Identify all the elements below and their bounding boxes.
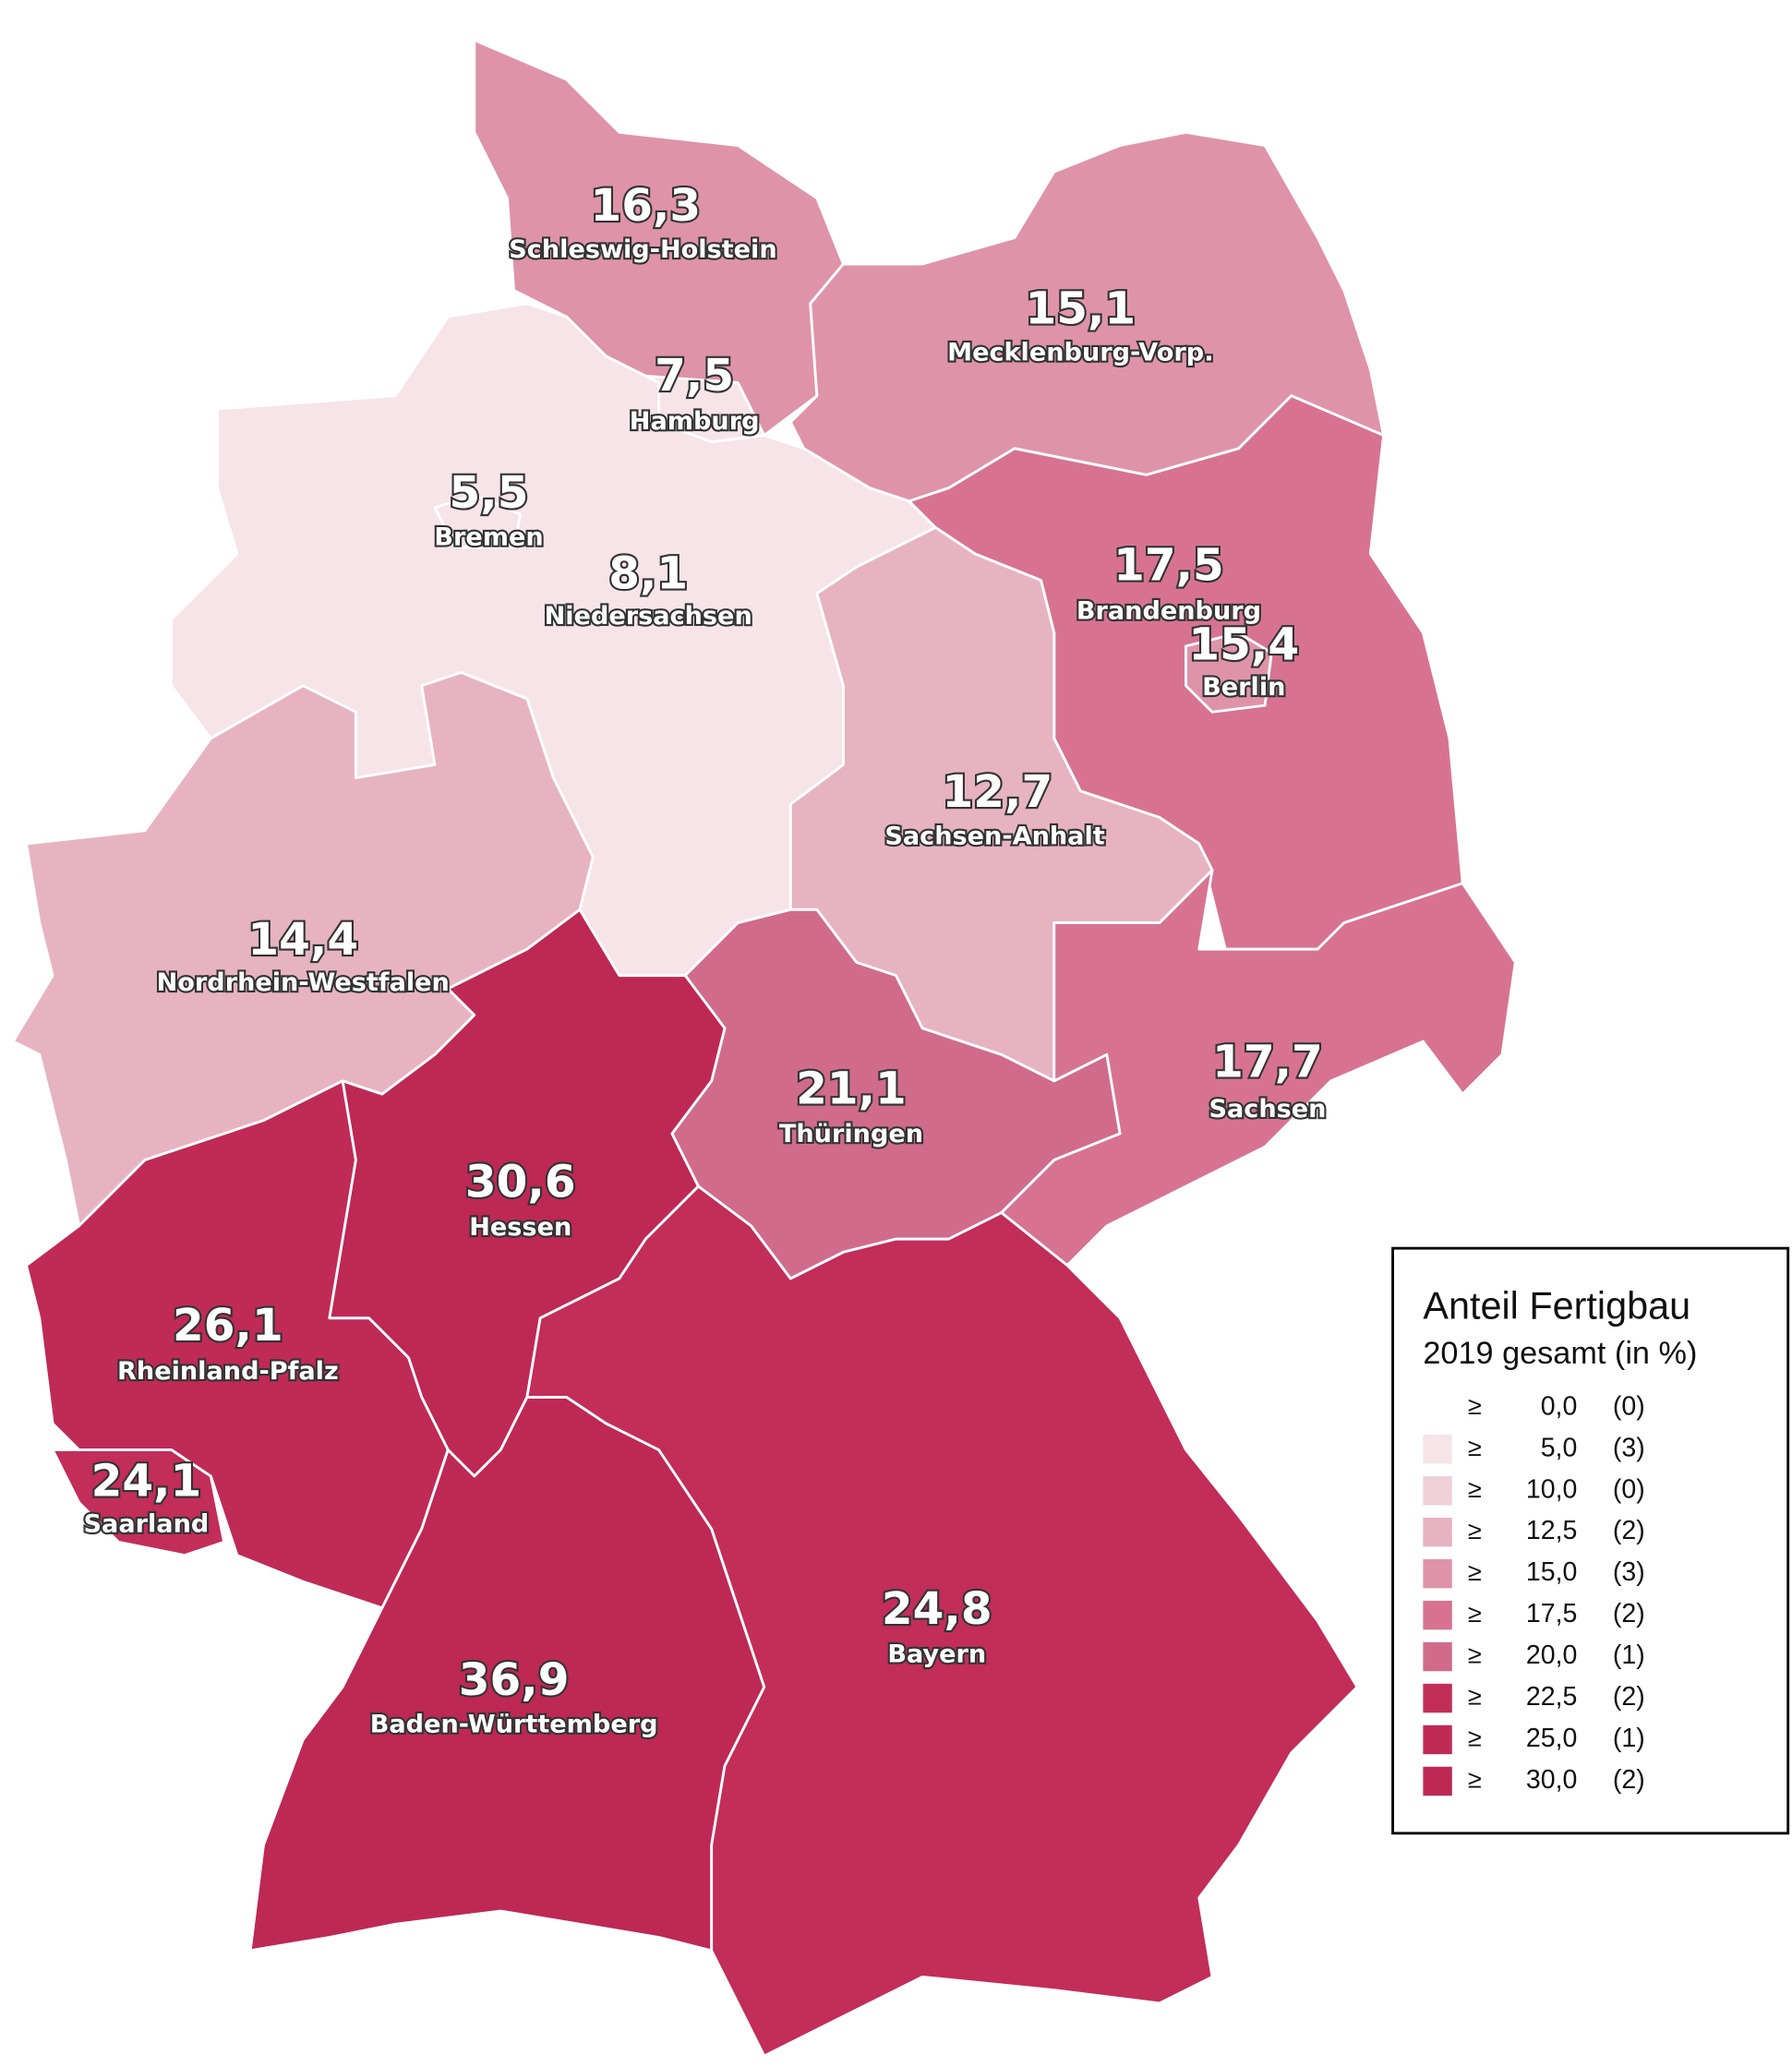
region-name: Rheinland-Pfalz [117,1357,339,1386]
legend-count: (1) [1613,1640,1645,1670]
legend-threshold: 17,5 [1526,1599,1578,1628]
region-name: Bayern [887,1640,986,1669]
legend-symbol: ≥ [1468,1724,1482,1752]
value-label: 24,8 [882,1583,992,1635]
value-label: 24,1 [91,1456,202,1508]
region [525,1184,1359,2058]
legend-swatch [1423,1558,1452,1589]
legend-swatch [1423,1766,1452,1797]
value-label: 12,7 [943,766,1053,818]
legend-symbol: ≥ [1468,1682,1482,1711]
value-label: 36,9 [459,1654,570,1706]
legend-swatch [1423,1517,1452,1547]
legend-count: (2) [1613,1599,1645,1628]
value-label: 16,3 [590,180,701,232]
value-label: 26,1 [173,1300,283,1352]
legend-symbol: ≥ [1468,1599,1482,1628]
legend-title: Anteil Fertigbau [1423,1285,1690,1328]
legend-box [1391,1246,1790,1835]
legend-threshold: 12,5 [1526,1516,1578,1545]
legend-symbol: ≥ [1468,1516,1482,1544]
legend-count: (0) [1613,1474,1645,1504]
legend-symbol: ≥ [1468,1765,1482,1794]
regions [11,38,1517,2058]
legend-symbol: ≥ [1468,1640,1482,1669]
region-name: Nordrhein-Westfalen [157,968,450,997]
legend-symbol: ≥ [1468,1474,1482,1503]
labels: 16,3 Schleswig-Holstein 7,5 Hamburg 15,1 Meck… [81,178,1328,1740]
value-label: 8,1 [608,547,688,599]
legend: Anteil Fertigbau 2019 gesamt (in %) ≥0,0… [1391,1246,1790,1835]
region [433,493,523,549]
legend-threshold: 22,5 [1526,1682,1578,1712]
region-name: Brandenburg [1076,596,1261,625]
value-label: 7,5 [655,350,734,402]
value-label: 17,7 [1212,1037,1323,1088]
legend-swatch [1423,1641,1452,1672]
legend-swatch [1423,1435,1452,1464]
legend-count: (1) [1613,1724,1645,1753]
region [51,1448,226,1557]
value-label: 14,4 [247,914,358,966]
legend-threshold: 20,0 [1526,1640,1578,1670]
region-name: Saarland [84,1509,210,1538]
legend-swatch [1423,1393,1452,1423]
region [1000,869,1517,1268]
region-name: Thüringen [779,1120,923,1148]
region [1185,631,1273,714]
value-label: 17,5 [1113,540,1224,592]
value-label: 15,4 [1188,619,1299,670]
legend-threshold: 10,0 [1526,1474,1578,1504]
region-name: Sachsen [1209,1095,1326,1124]
legend-symbol: ≥ [1468,1433,1482,1461]
region-name: Berlin [1202,673,1285,702]
legend-count: (3) [1613,1557,1645,1587]
legend-threshold: 0,0 [1541,1391,1578,1421]
value-label: 30,6 [465,1157,576,1208]
region-name: Hamburg [630,407,760,436]
legend-swatch [1423,1600,1452,1630]
legend-count: (2) [1613,1516,1645,1545]
value-label: 15,1 [1025,282,1136,334]
region-name: Baden-Württemberg [370,1710,658,1738]
region-name: Mecklenburg-Vorp. [947,339,1213,367]
region-name: Hessen [469,1213,571,1242]
region-name: Sachsen-Anhalt [884,822,1104,850]
legend-subtitle: 2019 gesamt (in %) [1423,1336,1697,1371]
legend-count: (2) [1613,1765,1645,1795]
legend-threshold: 5,0 [1541,1433,1578,1462]
legend-swatch [1423,1725,1452,1755]
legend-count: (0) [1613,1391,1645,1421]
legend-threshold: 30,0 [1526,1765,1578,1795]
legend-count: (2) [1613,1682,1645,1712]
region-name: Schleswig-Holstein [509,235,776,264]
legend-threshold: 25,0 [1526,1724,1578,1753]
region-name: Niedersachsen [545,602,752,631]
value-label: 21,1 [796,1063,907,1114]
legend-threshold: 15,0 [1526,1557,1578,1587]
legend-swatch [1423,1476,1452,1506]
value-label: 5,5 [450,467,529,519]
region-name: Bremen [434,523,543,551]
legend-symbol: ≥ [1468,1391,1482,1420]
legend-symbol: ≥ [1468,1557,1482,1586]
legend-count: (3) [1613,1433,1645,1462]
legend-swatch [1423,1683,1452,1713]
